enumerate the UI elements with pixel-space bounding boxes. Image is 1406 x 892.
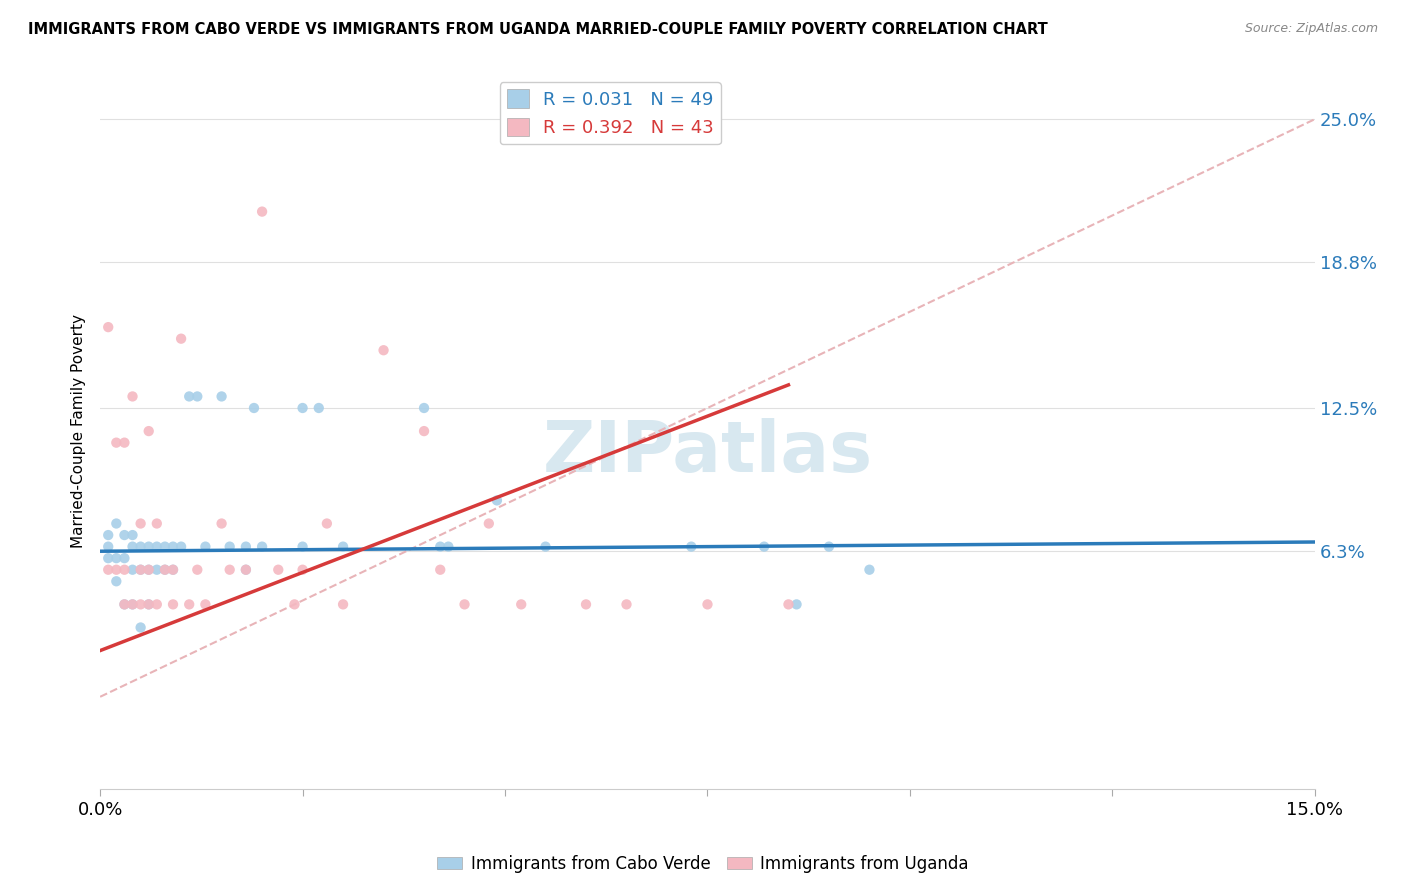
Point [97,320,120,334]
Point [534,540,557,554]
Point [218,540,240,554]
Point [112,435,135,450]
Point [121,389,143,403]
Point [153,540,176,554]
Point [332,598,354,612]
Point [858,563,880,577]
Point [112,551,135,566]
Point [146,516,169,531]
Point [478,516,501,531]
Point [194,540,217,554]
Point [291,540,314,554]
Point [138,563,160,577]
Point [138,598,160,612]
Point [267,563,290,577]
Point [97,563,120,577]
Point [754,540,776,554]
Point [681,540,703,554]
Point [121,528,143,542]
Point [129,516,152,531]
Point [315,516,337,531]
Point [129,598,152,612]
Point [121,598,143,612]
Point [138,540,160,554]
Point [105,435,128,450]
Point [105,574,128,589]
Point [146,598,169,612]
Point [235,563,257,577]
Point [97,528,120,542]
Point [186,389,208,403]
Point [437,540,460,554]
Point [162,563,184,577]
Point [818,540,841,554]
Point [138,598,160,612]
Point [413,401,436,415]
Point [179,598,201,612]
Point [105,516,128,531]
Point [112,598,135,612]
Point [218,563,240,577]
Text: IMMIGRANTS FROM CABO VERDE VS IMMIGRANTS FROM UGANDA MARRIED-COUPLE FAMILY POVER: IMMIGRANTS FROM CABO VERDE VS IMMIGRANTS… [28,22,1047,37]
Legend: Immigrants from Cabo Verde, Immigrants from Uganda: Immigrants from Cabo Verde, Immigrants f… [430,848,976,880]
Point [291,401,314,415]
Point [332,540,354,554]
Point [170,332,193,346]
Point [105,563,128,577]
Point [146,563,169,577]
Point [153,563,176,577]
Point [778,598,800,612]
Point [453,598,475,612]
Point [97,551,120,566]
Text: Source: ZipAtlas.com: Source: ZipAtlas.com [1244,22,1378,36]
Point [211,516,233,531]
Point [153,563,176,577]
Point [129,540,152,554]
Point [485,493,508,508]
Point [129,563,152,577]
Point [146,540,169,554]
Point [97,540,120,554]
Point [194,598,217,612]
Point [179,389,201,403]
Point [250,204,273,219]
Point [112,528,135,542]
Point [429,540,451,554]
Point [413,424,436,438]
Point [129,563,152,577]
Point [121,540,143,554]
Point [235,540,257,554]
Point [170,540,193,554]
Point [243,401,266,415]
Point [112,598,135,612]
Text: ZIPatlas: ZIPatlas [543,418,873,487]
Point [235,563,257,577]
Y-axis label: Married-Couple Family Poverty: Married-Couple Family Poverty [72,314,86,548]
Point [696,598,718,612]
Point [211,389,233,403]
Point [162,540,184,554]
Point [429,563,451,577]
Point [786,598,808,612]
Point [162,563,184,577]
Point [121,598,143,612]
Legend: R = 0.031   N = 49, R = 0.392   N = 43: R = 0.031 N = 49, R = 0.392 N = 43 [499,82,721,145]
Point [138,563,160,577]
Point [575,598,598,612]
Point [129,620,152,634]
Point [373,343,395,358]
Point [250,540,273,554]
Point [283,598,305,612]
Point [112,563,135,577]
Point [510,598,533,612]
Point [121,563,143,577]
Point [308,401,330,415]
Point [186,563,208,577]
Point [616,598,638,612]
Point [105,551,128,566]
Point [291,563,314,577]
Point [162,598,184,612]
Point [138,424,160,438]
